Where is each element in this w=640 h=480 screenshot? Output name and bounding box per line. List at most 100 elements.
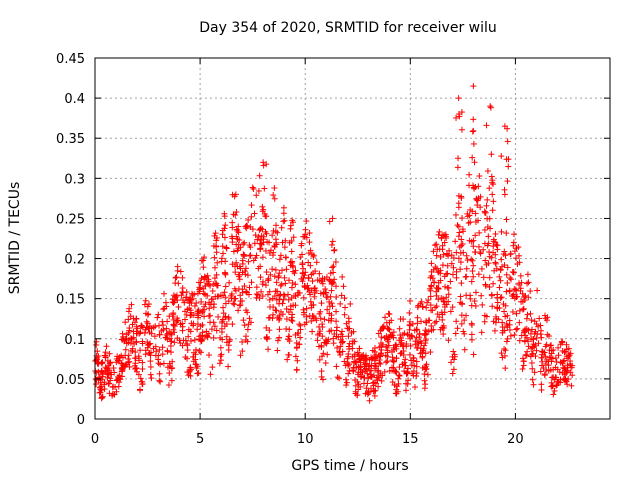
data-point [239, 257, 246, 264]
data-point [477, 193, 484, 200]
data-point [142, 297, 149, 304]
data-point [237, 298, 244, 305]
data-point [535, 340, 542, 347]
data-point [548, 358, 555, 365]
data-point [492, 230, 499, 237]
data-point [395, 375, 402, 382]
data-point [225, 363, 232, 370]
data-point [458, 320, 465, 327]
data-point [212, 293, 219, 300]
data-point [529, 365, 536, 372]
data-point [333, 318, 340, 325]
data-point [163, 325, 170, 332]
data-point [282, 254, 289, 261]
data-point [306, 312, 313, 319]
data-point [478, 292, 485, 299]
data-point [182, 354, 189, 361]
data-point [402, 387, 409, 394]
data-point [326, 218, 333, 225]
data-point [137, 375, 144, 382]
data-point [104, 371, 111, 378]
data-point [210, 242, 217, 249]
data-point [169, 364, 176, 371]
data-point [468, 278, 475, 285]
data-point [130, 334, 137, 341]
data-point [392, 368, 399, 375]
data-point [102, 354, 109, 361]
data-point [458, 236, 465, 243]
data-point [403, 380, 410, 387]
data-point [132, 365, 139, 372]
data-point [241, 239, 248, 246]
data-point [277, 291, 284, 298]
data-point [502, 347, 509, 354]
data-point [510, 268, 517, 275]
data-point [393, 369, 400, 376]
data-point [521, 337, 528, 344]
data-point [524, 311, 531, 318]
data-point [232, 287, 239, 294]
data-point [522, 351, 529, 358]
data-point [272, 266, 279, 273]
data-point [525, 343, 532, 350]
data-point [466, 237, 473, 244]
data-point [183, 289, 190, 296]
data-point [548, 342, 555, 349]
data-point [271, 185, 278, 192]
data-point [491, 327, 498, 334]
data-point [519, 355, 526, 362]
data-point [219, 227, 226, 234]
data-point [288, 237, 295, 244]
data-point [345, 370, 352, 377]
data-point [301, 284, 308, 291]
data-point [531, 369, 538, 376]
data-point [511, 231, 518, 238]
data-point [414, 314, 421, 321]
data-point [274, 337, 281, 344]
data-point [392, 341, 399, 348]
data-point [319, 376, 326, 383]
data-point [555, 352, 562, 359]
data-point [482, 282, 489, 289]
data-point [357, 374, 364, 381]
data-point [341, 358, 348, 365]
data-point [516, 280, 523, 287]
data-point [292, 302, 299, 309]
data-point [397, 315, 404, 322]
data-point [273, 296, 280, 303]
data-point [236, 302, 243, 309]
data-point [523, 325, 530, 332]
data-point [267, 271, 274, 278]
data-point [190, 320, 197, 327]
data-point [552, 355, 559, 362]
data-point [137, 329, 144, 336]
data-point [514, 293, 521, 300]
data-point [145, 311, 152, 318]
data-point [112, 384, 119, 391]
data-point [524, 271, 531, 278]
data-point [246, 315, 253, 322]
data-point [170, 326, 177, 333]
data-point [313, 317, 320, 324]
data-point [411, 362, 418, 369]
y-tick-label: 0.05 [56, 373, 85, 388]
data-point [122, 363, 129, 370]
data-point [454, 325, 461, 332]
data-point [211, 254, 218, 261]
data-point [306, 289, 313, 296]
data-point [533, 347, 540, 354]
data-point [383, 359, 390, 366]
data-point [235, 307, 242, 314]
data-point [543, 356, 550, 363]
data-point [543, 366, 550, 373]
data-point [251, 210, 258, 217]
data-point [341, 295, 348, 302]
data-point [120, 363, 127, 370]
data-point [139, 365, 146, 372]
data-point [484, 168, 491, 175]
data-point [456, 113, 463, 120]
data-point [317, 308, 324, 315]
data-point [208, 326, 215, 333]
data-point [221, 289, 228, 296]
data-point [530, 341, 537, 348]
